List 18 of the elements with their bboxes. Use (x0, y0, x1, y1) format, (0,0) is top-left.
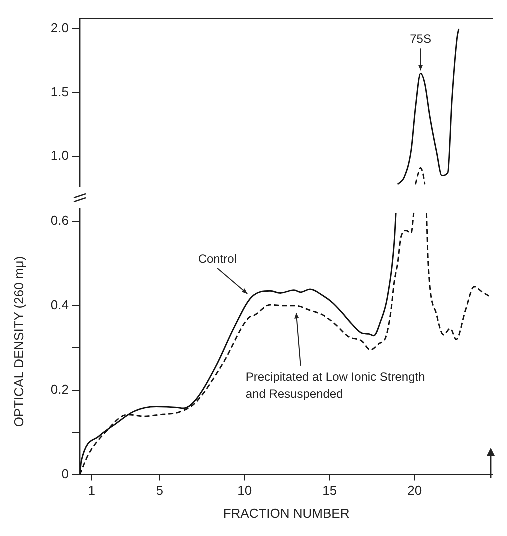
y-tick-label: 0.4 (50, 297, 69, 312)
annotation: Precipitated at Low Ionic Strength and Resuspended (246, 370, 426, 402)
annotation: Control (198, 252, 237, 266)
y-tick-label: 1.5 (50, 84, 69, 100)
y-tick-label: 1.0 (50, 148, 69, 164)
line-series (397, 28, 460, 186)
y-axis-title: OPTICAL DENSITY (260 mμ) (11, 256, 26, 428)
x-axis-title: FRACTION NUMBER (223, 506, 350, 521)
x-tick-label: 10 (238, 483, 252, 498)
y-tick-label: 2.0 (50, 20, 69, 36)
y-tick-label: 0 (62, 466, 69, 482)
x-tick-label: 5 (156, 483, 164, 498)
x-tick-label: 20 (408, 483, 422, 498)
x-tick-label: 1 (88, 483, 96, 498)
annotation: 75S (410, 32, 432, 46)
y-tick-label: 0.6 (50, 213, 69, 228)
y-tick-label: 0.2 (50, 382, 69, 397)
x-tick-label: 15 (322, 483, 338, 498)
